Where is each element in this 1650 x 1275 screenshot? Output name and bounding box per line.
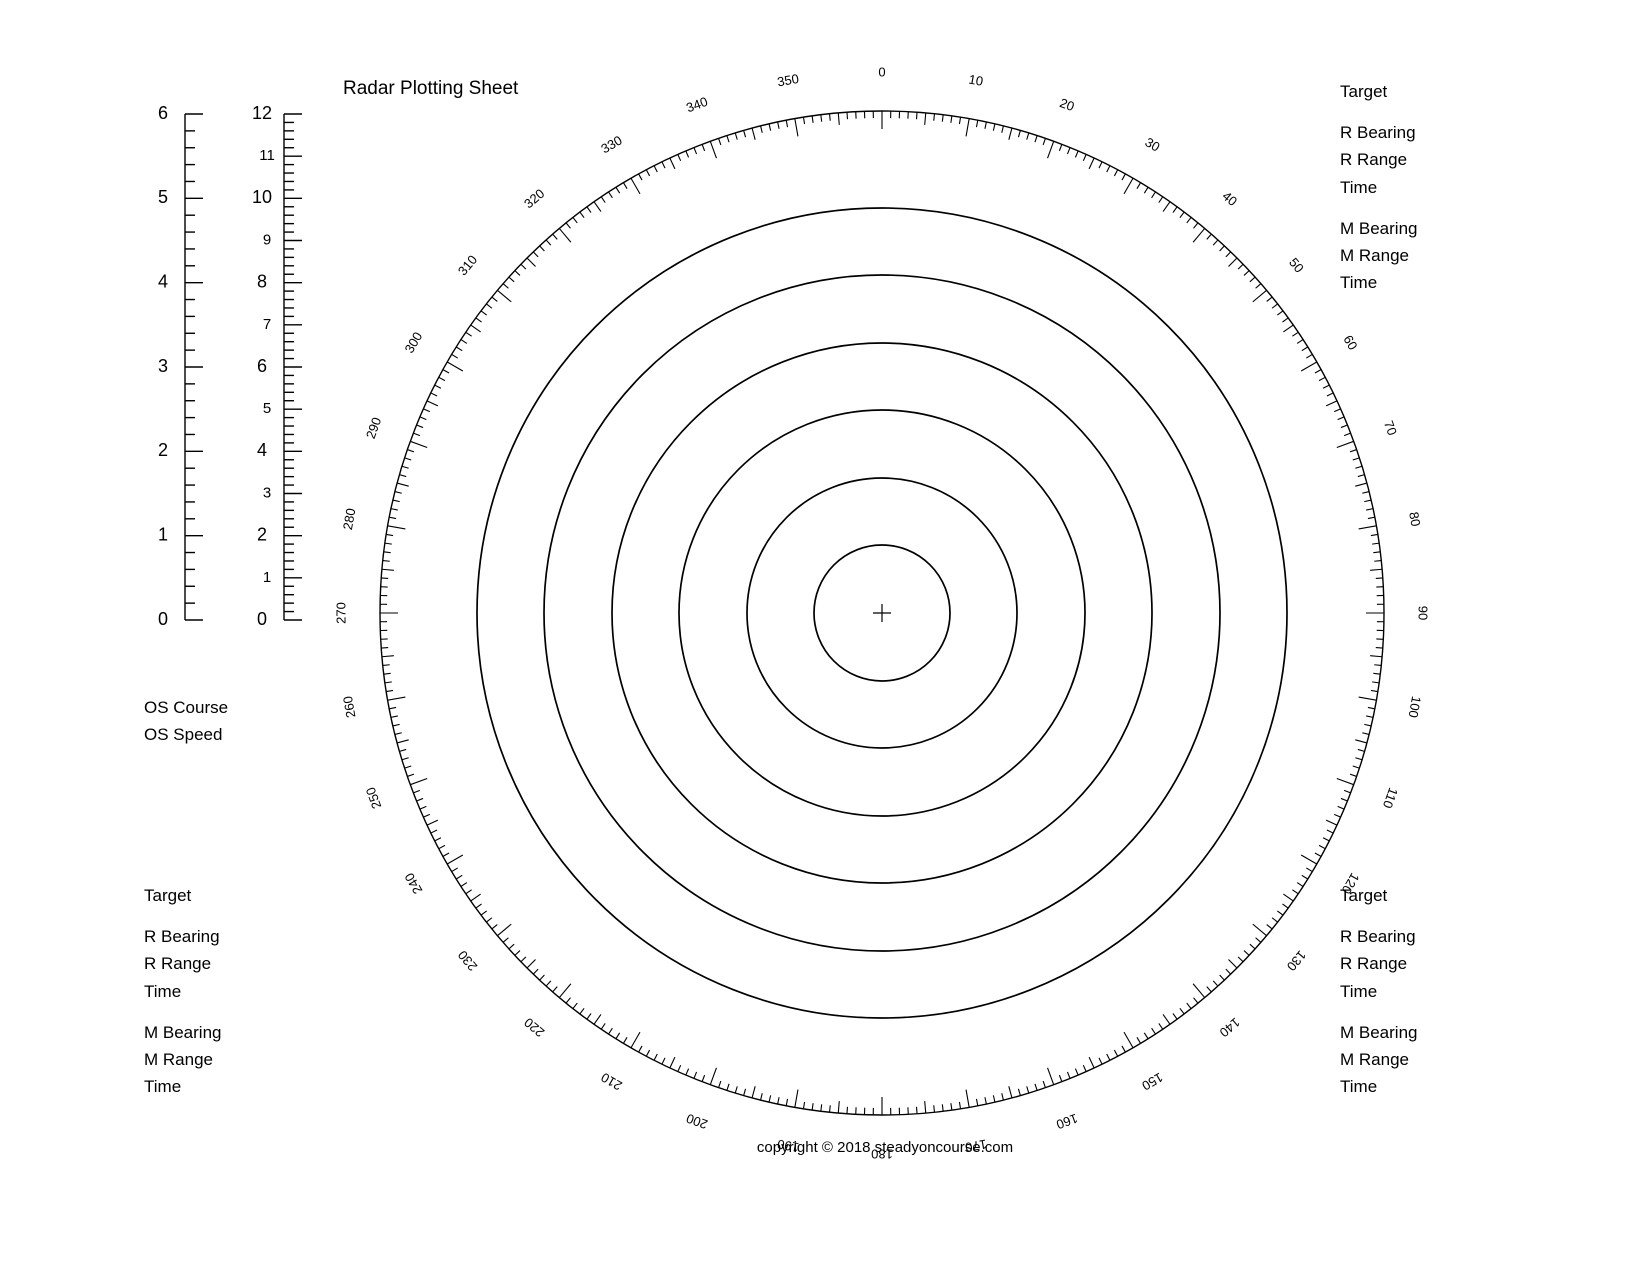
svg-text:50: 50 [1286,255,1307,276]
svg-text:350: 350 [776,71,800,90]
svg-text:70: 70 [1381,419,1400,438]
target-block-top-right: TargetR BearingR RangeTimeM BearingM Ran… [1340,78,1417,296]
svg-text:250: 250 [363,785,385,811]
svg-text:4: 4 [158,271,168,291]
svg-text:1: 1 [158,524,168,544]
svg-text:60: 60 [1340,332,1360,352]
svg-text:3: 3 [158,356,168,376]
svg-text:10: 10 [252,187,272,207]
svg-text:2: 2 [257,524,267,544]
svg-text:1: 1 [263,569,271,586]
ruler-scale-12: 0123456789101112 [234,96,306,632]
svg-text:12: 12 [252,103,272,123]
svg-text:160: 160 [1054,1111,1080,1133]
os-labels: OS CourseOS Speed [144,694,228,748]
svg-text:8: 8 [257,271,267,291]
svg-text:100: 100 [1406,695,1425,719]
svg-text:290: 290 [363,415,385,441]
svg-text:310: 310 [455,252,480,278]
svg-text:210: 210 [598,1070,624,1094]
svg-text:10: 10 [968,72,985,89]
svg-text:130: 130 [1284,948,1309,974]
svg-text:0: 0 [158,609,168,629]
copyright-text: copyright © 2018 steadyoncourse.com [730,1139,1040,1156]
svg-text:300: 300 [402,329,426,355]
svg-text:260: 260 [340,695,359,719]
svg-text:90: 90 [1416,606,1431,620]
compass-rose: 0102030405060708090100110120130140150160… [322,53,1442,1173]
svg-text:240: 240 [402,870,426,896]
svg-text:6: 6 [257,356,267,376]
svg-text:30: 30 [1143,134,1163,154]
svg-text:5: 5 [158,187,168,207]
svg-text:340: 340 [684,94,710,116]
svg-text:6: 6 [158,103,168,123]
svg-text:11: 11 [259,147,275,164]
svg-text:4: 4 [257,440,267,460]
svg-text:220: 220 [521,1015,547,1040]
svg-text:7: 7 [263,316,271,333]
svg-text:150: 150 [1139,1070,1165,1094]
svg-text:200: 200 [684,1111,710,1133]
svg-text:20: 20 [1058,95,1077,114]
svg-text:320: 320 [521,186,547,211]
svg-text:140: 140 [1217,1015,1243,1040]
svg-text:80: 80 [1406,511,1423,528]
svg-text:5: 5 [263,400,271,417]
svg-text:40: 40 [1219,188,1240,209]
svg-text:2: 2 [158,440,168,460]
svg-text:330: 330 [598,133,624,157]
ruler-scale-6: 0 1 2 3 4 5 6 [135,96,207,632]
svg-text:3: 3 [263,484,271,501]
target-block-bottom-right: TargetR BearingR RangeTimeM BearingM Ran… [1340,882,1417,1100]
svg-text:0: 0 [257,609,267,629]
svg-text:110: 110 [1380,786,1401,811]
svg-text:280: 280 [340,507,359,531]
svg-text:230: 230 [455,948,480,974]
target-block-bottom-left: TargetR BearingR RangeTimeM BearingM Ran… [144,882,221,1100]
svg-text:270: 270 [333,602,348,624]
svg-text:9: 9 [263,231,271,248]
svg-text:0: 0 [878,64,885,79]
